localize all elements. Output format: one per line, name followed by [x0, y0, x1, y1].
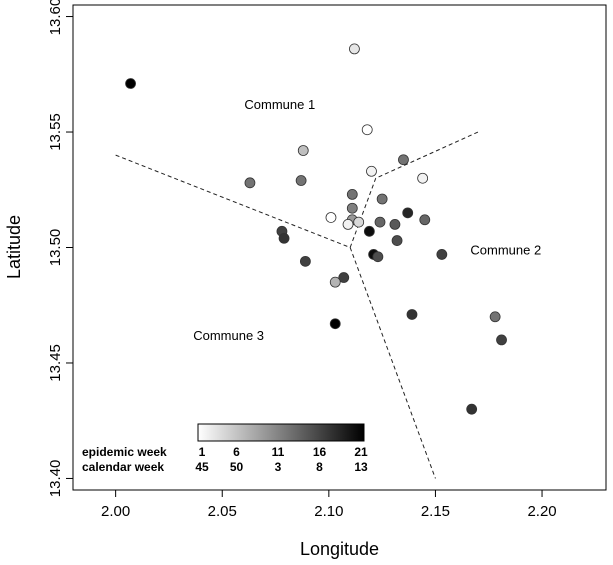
x-axis-title: Longitude: [300, 539, 379, 559]
region-label: Commune 1: [244, 97, 315, 112]
legend-tick-label: 13: [354, 460, 368, 474]
data-point: [466, 403, 478, 415]
legend-tick-label: 3: [275, 460, 282, 474]
x-tick-label: 2.15: [421, 503, 450, 520]
data-point: [389, 219, 401, 230]
data-point: [278, 232, 290, 244]
data-point: [419, 214, 431, 226]
y-axis-title: Latitude: [4, 215, 24, 279]
legend-tick-label: 8: [316, 460, 323, 474]
data-point: [295, 175, 307, 186]
data-point: [338, 272, 350, 283]
data-points: [125, 43, 507, 415]
data-point: [376, 193, 388, 205]
boundary-line: [349, 247, 436, 479]
data-point: [325, 212, 337, 223]
region-labels: Commune 1 Commune 2 Commune 3: [193, 97, 541, 343]
data-point: [436, 249, 448, 260]
data-point: [391, 235, 403, 246]
data-point: [489, 311, 501, 323]
data-point: [244, 177, 256, 189]
data-point: [342, 219, 354, 230]
data-point: [349, 43, 360, 55]
y-axis: 13.40 13.45 13.50 13.55 13.60: [47, 0, 73, 497]
data-point: [297, 145, 309, 156]
data-point: [329, 276, 341, 288]
data-point: [374, 216, 386, 228]
x-tick-label: 2.20: [527, 503, 556, 520]
legend-tick-label: 16: [313, 445, 327, 459]
data-point: [353, 216, 365, 228]
legend-tick-label: 11: [272, 445, 285, 459]
legend-gradient-bar: [197, 423, 365, 442]
legend-tick-label: 1: [199, 445, 206, 459]
legend-tick-label: 50: [230, 460, 244, 474]
data-point: [299, 255, 311, 267]
data-point: [402, 207, 414, 219]
y-tick-label: 13.40: [47, 460, 64, 498]
legend-tick-label: 21: [354, 445, 368, 459]
x-tick-label: 2.10: [314, 503, 343, 520]
data-point: [329, 318, 341, 330]
legend-row-label-epidemic-week: epidemic week: [82, 445, 167, 459]
boundary-line: [115, 154, 351, 248]
data-point: [417, 172, 429, 184]
y-tick-label: 13.60: [47, 0, 64, 35]
data-point: [366, 165, 377, 177]
data-point: [406, 309, 418, 320]
data-point: [346, 188, 358, 200]
legend-tick-label: 45: [195, 460, 209, 474]
y-tick-label: 13.50: [47, 229, 64, 267]
data-point: [372, 251, 384, 263]
y-tick-label: 13.45: [47, 344, 64, 382]
data-point: [346, 202, 358, 214]
legend-row-label-calendar-week: calendar week: [82, 460, 164, 474]
x-axis: 2.00 2.05 2.10 2.15 2.20: [101, 490, 557, 520]
legend-tick-label: 6: [233, 445, 240, 459]
data-point: [363, 225, 375, 237]
data-point: [125, 78, 136, 89]
data-point: [496, 334, 507, 346]
region-label: Commune 2: [470, 242, 541, 257]
data-point: [361, 124, 373, 136]
data-point: [398, 154, 409, 166]
x-tick-label: 2.00: [101, 503, 130, 520]
y-tick-label: 13.55: [47, 113, 64, 151]
x-tick-label: 2.05: [208, 503, 237, 520]
region-label: Commune 3: [193, 328, 264, 343]
